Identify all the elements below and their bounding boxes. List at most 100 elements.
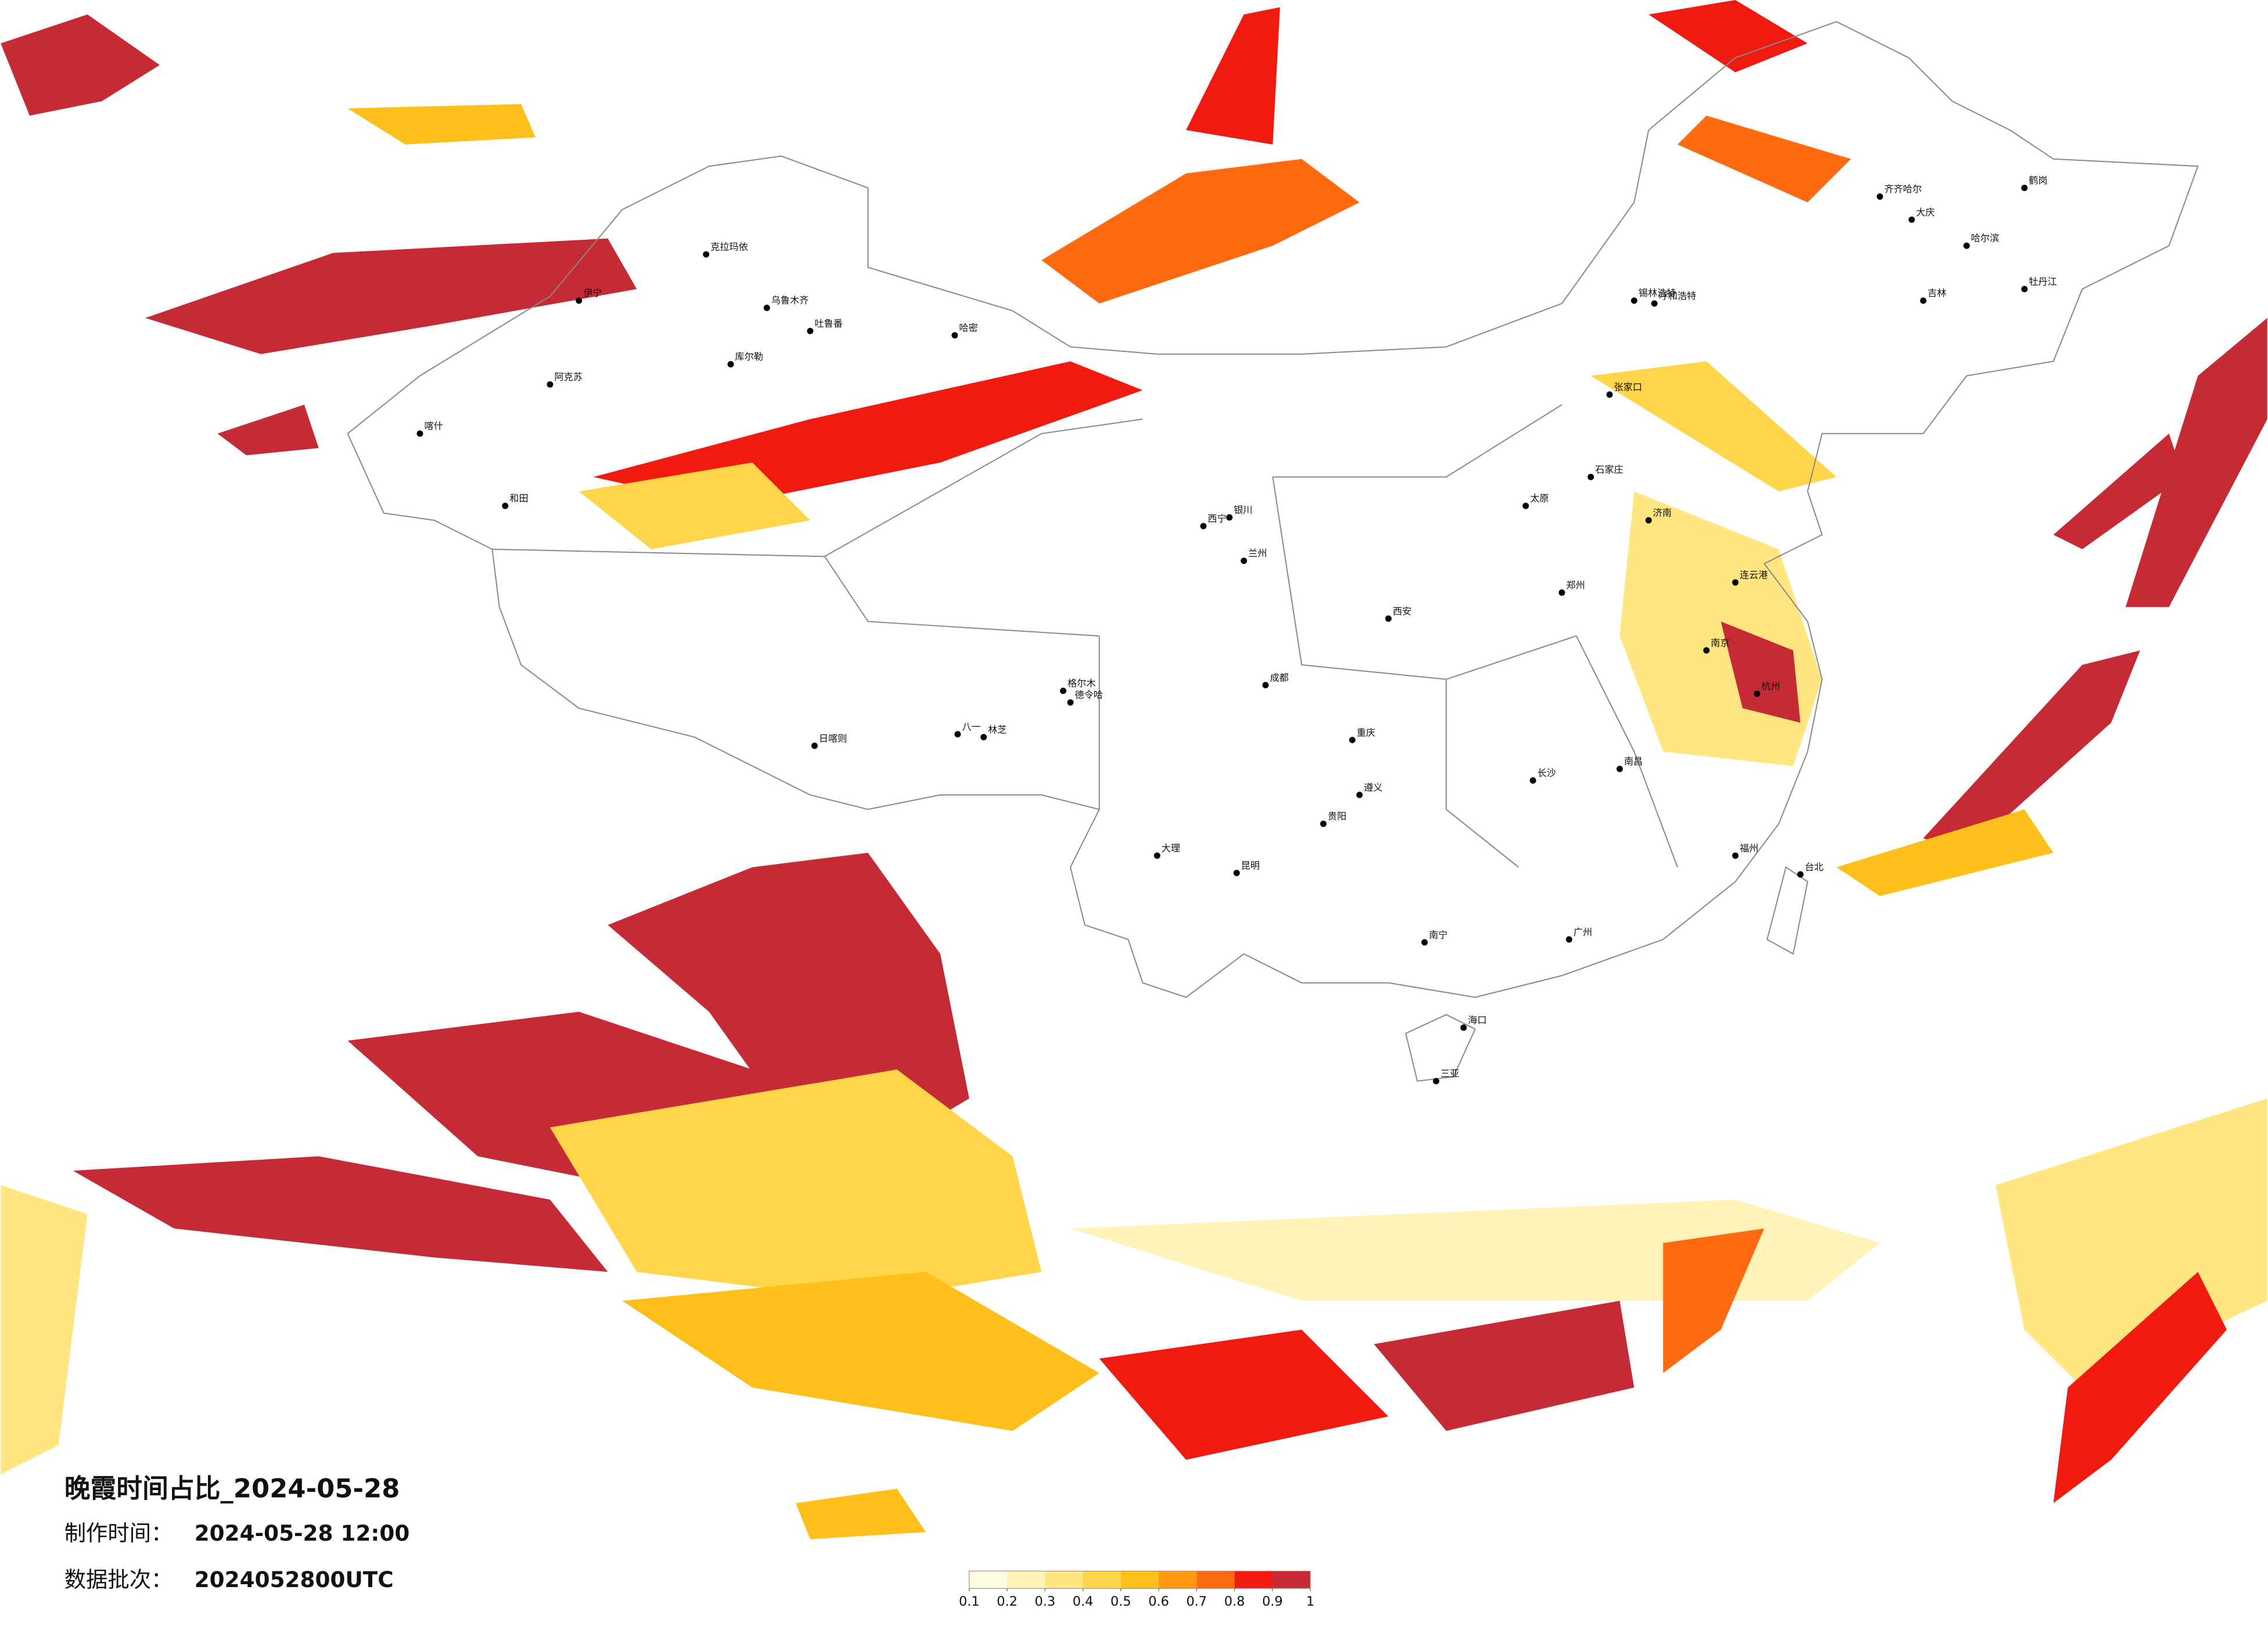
city-dot — [1558, 589, 1565, 596]
city-dot — [2021, 286, 2028, 293]
city-dot — [1877, 193, 1884, 200]
city-label: 齐齐哈尔 — [1884, 184, 1922, 195]
colorbar: 0.1 0.2 0.3 0.4 0.5 0.6 0.7 0.8 0.9 1 — [959, 1570, 1314, 1609]
colorbar-tick-label: 0.9 — [1262, 1594, 1283, 1609]
colorbar-swatch — [969, 1571, 1008, 1589]
city-dot — [1421, 939, 1428, 946]
city-dot — [1262, 682, 1269, 689]
city-dot — [1241, 557, 1248, 564]
city-dot — [1753, 690, 1760, 697]
city-label: 郑州 — [1566, 580, 1585, 591]
city-label: 昆明 — [1241, 860, 1260, 871]
city-label: 南宁 — [1429, 929, 1447, 940]
city-dot — [1320, 821, 1327, 828]
colorbar-tick-label: 0.8 — [1224, 1594, 1245, 1609]
city-label: 吐鲁番 — [814, 318, 842, 329]
city-label: 长沙 — [1537, 768, 1556, 779]
city-dot — [1616, 765, 1623, 772]
city-label: 哈密 — [959, 322, 977, 333]
colorbar-swatch — [1272, 1571, 1311, 1589]
city-dot — [763, 304, 770, 311]
colorbar-swatch — [1007, 1571, 1045, 1589]
city-label: 伊宁 — [583, 287, 602, 298]
city-dot — [951, 332, 958, 339]
city-label: 吉林 — [1928, 287, 1946, 298]
colorbar-tick-label: 0.1 — [959, 1594, 980, 1609]
city-label: 喀什 — [424, 420, 443, 431]
city-dot — [1153, 852, 1160, 859]
city-label: 阿克苏 — [554, 372, 582, 383]
colorbar-swatch — [1045, 1571, 1083, 1589]
city-label: 鹤岗 — [2029, 175, 2047, 186]
city-label: 贵阳 — [1328, 811, 1346, 822]
city-label: 福州 — [1739, 843, 1758, 854]
city-dot — [1651, 300, 1658, 307]
city-dot — [1067, 699, 1074, 706]
city-label: 张家口 — [1614, 382, 1642, 393]
colorbar-frame — [969, 1570, 1311, 1589]
city-label: 石家庄 — [1595, 464, 1623, 475]
city-label: 呼和浩特 — [1659, 290, 1696, 301]
city-dot — [1587, 473, 1594, 480]
city-label: 牡丹江 — [2029, 276, 2057, 287]
colorbar-tick-label: 0.5 — [1110, 1594, 1131, 1609]
city-dot — [1732, 579, 1739, 586]
city-dot — [1385, 615, 1392, 622]
city-dot — [727, 361, 734, 368]
city-dot — [1606, 391, 1613, 398]
city-label: 太原 — [1530, 493, 1548, 504]
city-label: 兰州 — [1248, 548, 1267, 559]
city-label: 遵义 — [1364, 782, 1382, 793]
city-dot — [1522, 502, 1529, 509]
city-label: 济南 — [1653, 508, 1672, 519]
colorbar-tick-label: 0.3 — [1034, 1594, 1055, 1609]
city-label: 哈尔滨 — [1971, 233, 1999, 244]
city-label: 格尔木 — [1067, 678, 1095, 689]
city-label: 广州 — [1573, 926, 1592, 937]
city-dot — [811, 742, 818, 749]
city-label: 重庆 — [1357, 727, 1375, 738]
city-label: 三亚 — [1440, 1068, 1459, 1079]
made-time: 2024-05-28 12:00 — [195, 1520, 410, 1546]
colorbar-tick-label: 0.7 — [1187, 1594, 1207, 1609]
city-label: 西安 — [1393, 606, 1411, 617]
city-dot — [1703, 647, 1710, 654]
city-dot — [1433, 1078, 1440, 1085]
city-label: 海口 — [1468, 1015, 1486, 1026]
city-dot — [1529, 777, 1536, 784]
city-label: 日喀则 — [819, 733, 847, 744]
city-dot — [502, 502, 509, 509]
city-dot — [1732, 852, 1739, 859]
batch-label: 数据批次： — [64, 1567, 173, 1592]
cloud-field — [1, 0, 2267, 1539]
city-label: 库尔勒 — [735, 351, 763, 362]
city-label: 银川 — [1234, 505, 1252, 516]
city-dot — [1963, 242, 1970, 249]
city-dot — [1060, 688, 1067, 695]
city-dot — [954, 731, 961, 738]
city-label: 成都 — [1270, 672, 1288, 683]
city-dot — [1645, 517, 1652, 524]
city-dot — [980, 733, 987, 740]
city-dot — [703, 251, 710, 258]
city-label: 乌鲁木齐 — [771, 295, 809, 306]
made-time-label: 制作时间： — [64, 1520, 173, 1546]
city-label: 锡林浩特 — [1638, 287, 1676, 298]
city-label: 南京 — [1711, 638, 1730, 649]
city-dot — [1356, 792, 1363, 798]
colorbar-swatch — [1083, 1571, 1121, 1589]
city-dot — [576, 297, 583, 304]
colorbar-tick-label: 0.6 — [1148, 1594, 1169, 1609]
city-label: 西宁 — [1207, 513, 1226, 524]
colorbar-tick-label: 0.2 — [997, 1594, 1018, 1609]
city-label: 连云港 — [1739, 570, 1767, 581]
city-dot — [1920, 297, 1926, 304]
map-title: 晚霞时间占比_2024-05-28 — [64, 1473, 400, 1503]
batch: 2024052800UTC — [195, 1567, 394, 1592]
city-label: 和田 — [509, 493, 528, 504]
city-dot — [1631, 297, 1638, 304]
city-dot — [1226, 514, 1233, 521]
